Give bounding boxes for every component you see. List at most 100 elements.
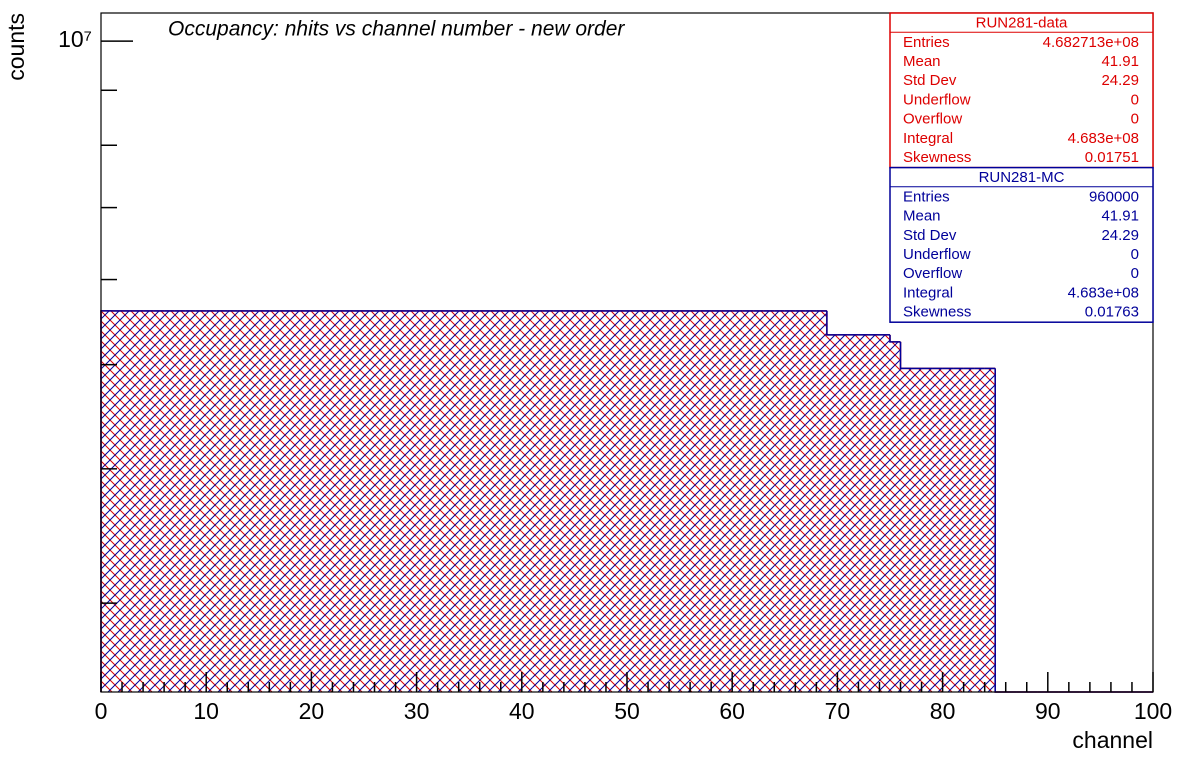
- x-tick-label: 60: [719, 698, 745, 724]
- histogram-bin: [784, 310, 796, 692]
- histogram-bin: [143, 310, 154, 692]
- histogram-outline: [826, 310, 838, 336]
- stats-label: Entries: [903, 188, 950, 205]
- histogram-outline: [889, 334, 901, 343]
- histogram-bin: [458, 310, 470, 692]
- histogram-bin: [595, 310, 606, 692]
- stats-value: 0.01763: [1085, 304, 1139, 321]
- stats-value: 4.682713e+08: [1043, 34, 1139, 51]
- histogram-bin: [879, 334, 890, 692]
- histogram-bin: [900, 368, 912, 692]
- stats-box-frame: [889, 12, 1154, 169]
- stats-label: Skewness: [903, 149, 971, 166]
- histogram-bin: [942, 368, 954, 692]
- histogram-bin: [321, 310, 333, 692]
- histogram-bin: [721, 310, 733, 692]
- histogram-bin: [805, 310, 817, 692]
- stats-value: 960000: [1089, 188, 1139, 205]
- stats-box-frame: [889, 166, 1154, 323]
- stats-value: 24.29: [1101, 227, 1139, 244]
- histogram-bin: [395, 310, 407, 692]
- histogram-bin: [637, 310, 649, 692]
- x-tick-label: 0: [95, 698, 108, 724]
- histogram-bin: [795, 310, 806, 692]
- x-tick-label: 90: [1035, 698, 1061, 724]
- histogram-bin: [479, 310, 491, 692]
- histogram-bin: [616, 310, 627, 692]
- stats-value: 0: [1131, 91, 1139, 108]
- stats-label: Underflow: [903, 91, 971, 108]
- histogram-bin: [868, 334, 880, 692]
- histogram-bin: [847, 334, 859, 692]
- histogram-bin: [406, 310, 417, 692]
- stats-label: Underflow: [903, 246, 971, 263]
- stats-label: Std Dev: [903, 227, 957, 244]
- histogram-bin: [500, 310, 512, 692]
- x-tick-label: 10: [193, 698, 219, 724]
- histogram-bin: [816, 310, 827, 692]
- stats-label: Overflow: [903, 265, 962, 282]
- histogram-bin: [690, 310, 701, 692]
- histogram-bin: [911, 368, 922, 692]
- histogram-bin: [332, 310, 343, 692]
- stats-label: Mean: [903, 53, 941, 70]
- histogram-bin: [269, 310, 280, 692]
- histogram-outline: [994, 368, 1006, 693]
- stats-value: 0: [1131, 265, 1139, 282]
- histogram-bin: [311, 310, 322, 692]
- histogram-bin: [858, 334, 869, 692]
- histogram-bin: [300, 310, 312, 692]
- histogram-bin: [753, 310, 764, 692]
- histogram-bin: [185, 310, 196, 692]
- x-tick-label: 50: [614, 698, 640, 724]
- histogram-bin: [448, 310, 459, 692]
- stats-label: Integral: [903, 130, 953, 147]
- stats-label: Skewness: [903, 304, 971, 321]
- stats-value: 41.91: [1101, 53, 1139, 70]
- histogram-bin: [353, 310, 364, 692]
- histogram-bin: [953, 368, 964, 692]
- stats-label: Entries: [903, 34, 950, 51]
- histogram-bin: [111, 310, 123, 692]
- histogram-bin: [563, 310, 575, 692]
- histogram-bin: [258, 310, 270, 692]
- histogram-bin: [511, 310, 522, 692]
- histogram-outline: [899, 341, 912, 370]
- histogram-bin: [648, 310, 659, 692]
- histogram-bin: [195, 310, 207, 692]
- histogram-bin: [890, 341, 901, 692]
- histogram-bin: [679, 310, 691, 692]
- histogram-bin: [248, 310, 259, 692]
- histogram-bin: [584, 310, 596, 692]
- histogram-bin: [342, 310, 354, 692]
- histogram-bin: [132, 310, 144, 692]
- x-axis-label: channel: [1072, 727, 1153, 753]
- x-tick-label: 100: [1134, 698, 1172, 724]
- x-tick-label: 40: [509, 698, 535, 724]
- histogram-bin: [700, 310, 712, 692]
- x-tick-label: 30: [404, 698, 430, 724]
- histogram-outline: [889, 334, 901, 343]
- histogram-outline: [899, 341, 912, 370]
- stats-box-title: RUN281-MC: [979, 169, 1065, 186]
- stats-label: Integral: [903, 284, 953, 301]
- histogram-bin: [416, 310, 428, 692]
- x-tick-label: 80: [930, 698, 956, 724]
- histogram-bin: [627, 310, 638, 692]
- histogram-bin: [532, 310, 543, 692]
- histogram-bin: [290, 310, 301, 692]
- histogram-bin: [279, 310, 291, 692]
- stats-value: 4.683e+08: [1068, 284, 1139, 301]
- histogram-bin: [227, 310, 238, 692]
- histogram-bin: [385, 310, 396, 692]
- histogram-bin: [101, 310, 112, 692]
- histogram-bin: [774, 310, 785, 692]
- histogram-bin: [237, 310, 249, 692]
- histogram-bin: [963, 368, 975, 692]
- x-tick-label: 70: [825, 698, 851, 724]
- stats-value: 0: [1131, 246, 1139, 263]
- stats-label: Std Dev: [903, 72, 957, 89]
- stats-label: Overflow: [903, 111, 962, 128]
- stats-value: 0: [1131, 111, 1139, 128]
